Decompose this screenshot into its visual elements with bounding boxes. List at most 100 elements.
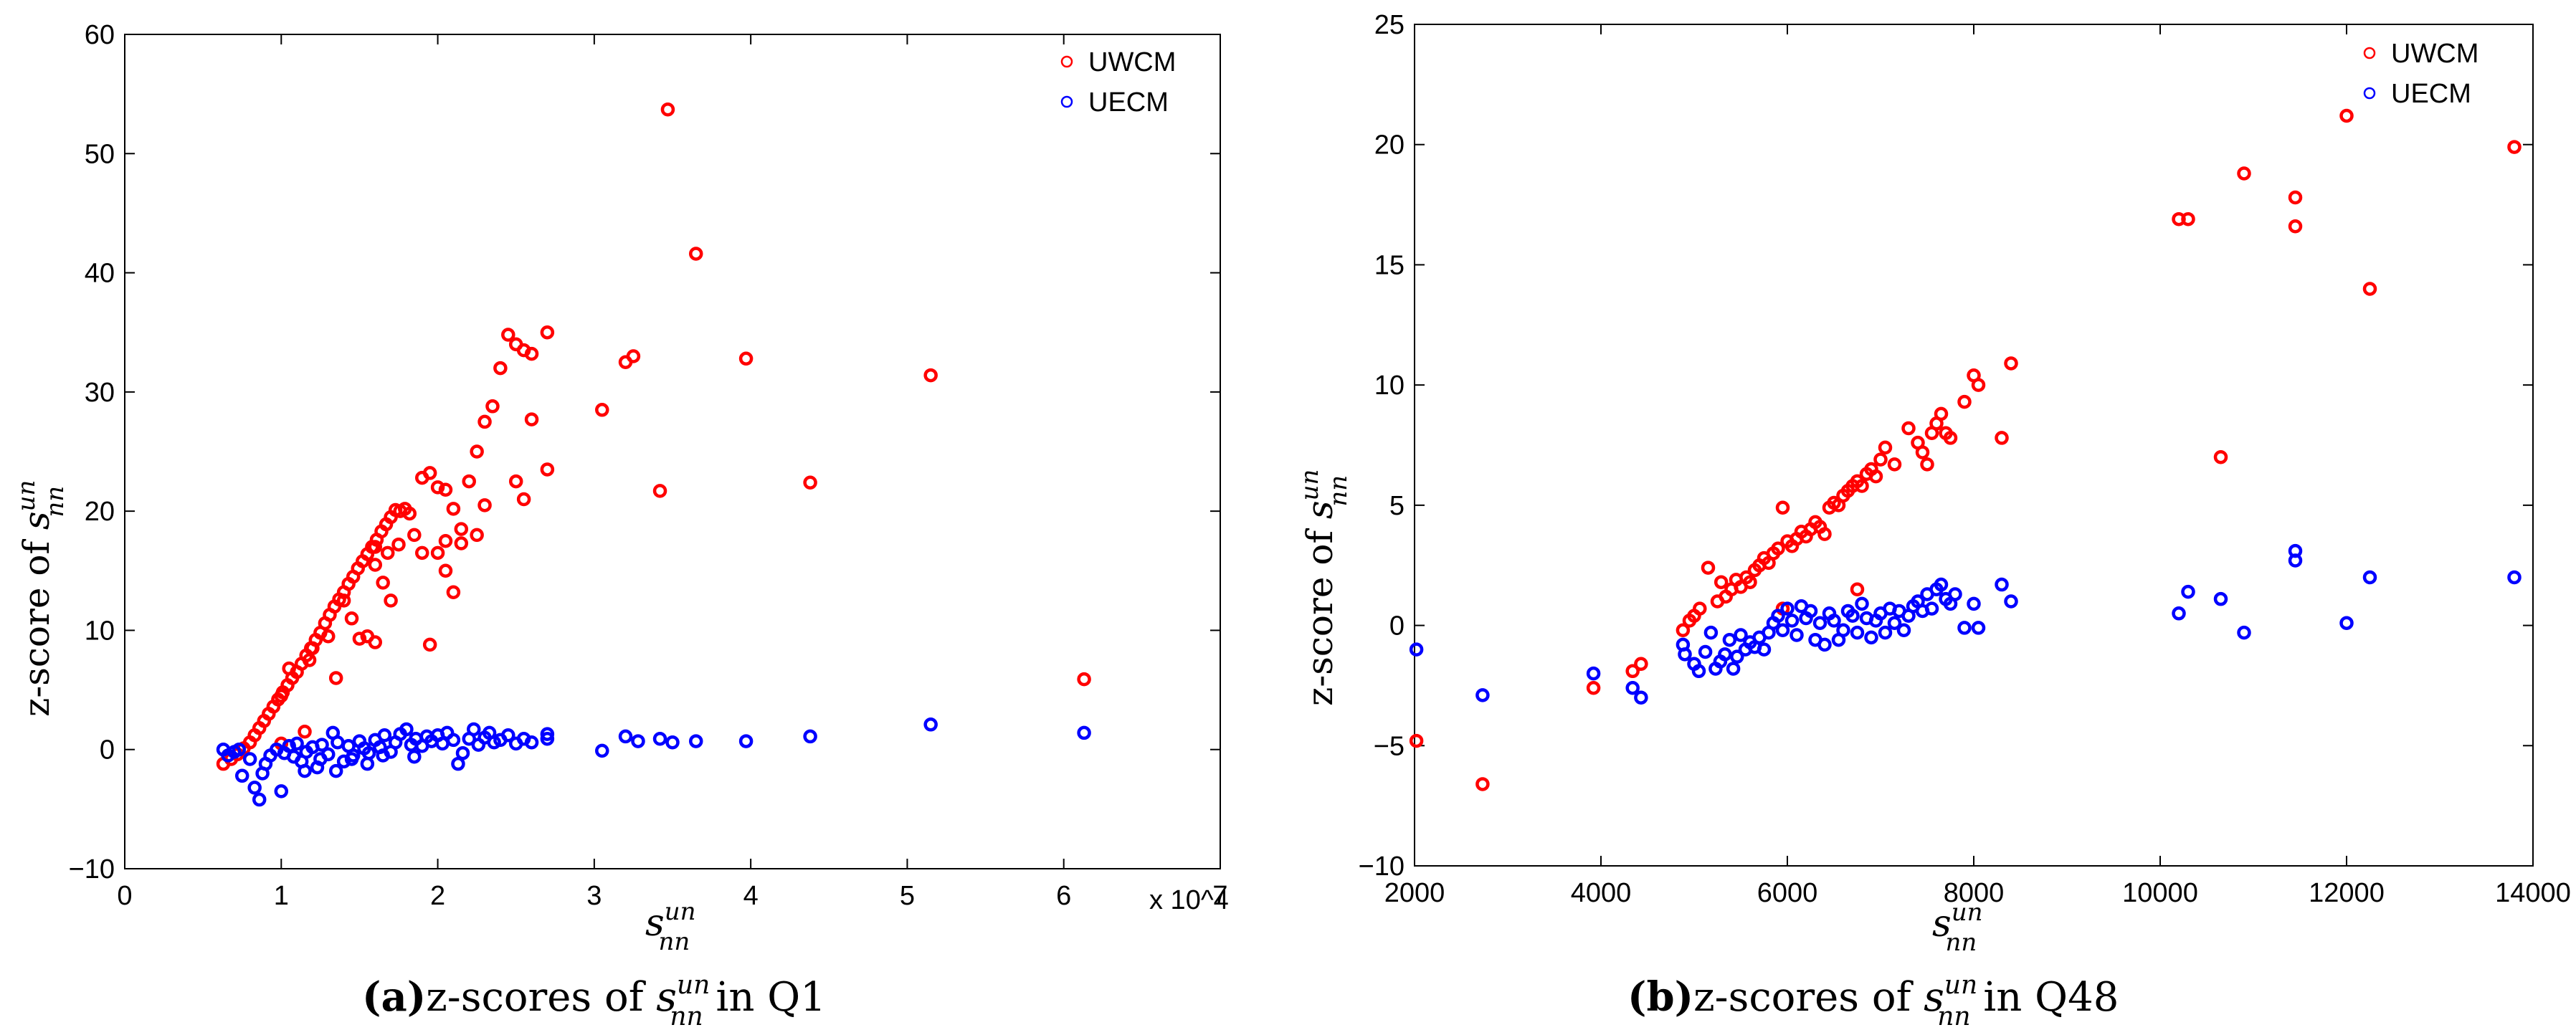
y-tick-label: 60 [85,20,115,50]
data-point-uwcm [1878,440,1893,455]
data-point-uecm [1698,644,1713,659]
data-point-uecm [1726,662,1741,676]
y-tick-label: −5 [1374,731,1405,761]
data-point-uwcm [368,540,383,554]
data-point-uecm [1775,623,1790,638]
data-point-uecm [665,735,680,750]
caption-b-sub: nn [1937,1002,1970,1030]
data-point-uecm [1730,649,1744,664]
data-point-uwcm [430,480,445,495]
data-point-uwcm [1850,582,1865,597]
caption-a-suffix: in Q1 [703,974,826,1021]
y-axis-label: z-score of sunnn [1296,469,1353,706]
data-point-uecm [2213,591,2228,606]
legend-label-uecm: UECM [1088,87,1169,118]
data-point-uecm [467,722,481,737]
data-point-uecm [455,745,470,760]
legend: UWCM UECM [2363,39,2478,109]
data-point-uecm [540,727,555,741]
data-point-uecm [1827,614,1841,628]
data-point-uecm [282,738,296,753]
data-point-uwcm [1873,452,1888,467]
data-point-uecm [1678,647,1692,662]
data-point-uwcm [1743,575,1757,589]
data-point-uecm [1475,688,1490,702]
y-tick-label: −10 [1359,852,1405,882]
data-point-uecm [1957,621,1972,635]
data-point-uecm [315,738,329,752]
x-tick-label: 4 [743,881,759,911]
data-point-uwcm [1971,378,1986,392]
series-uwcm [1409,108,2522,791]
data-point-uwcm [422,637,437,652]
data-point-uecm [1864,630,1878,645]
series-uecm [216,717,1091,807]
x-axis-label-sup: un [665,897,696,926]
data-point-uecm [923,717,938,732]
data-point-uwcm [803,475,817,490]
data-point-uecm [1817,637,1832,652]
data-point-uecm [336,754,351,769]
data-point-uwcm [2181,211,2195,226]
data-point-uwcm [923,368,938,383]
data-point-uwcm [454,536,469,550]
data-point-uwcm [1409,733,1424,748]
data-point-uecm [1757,642,1772,657]
data-point-uwcm [516,492,531,507]
data-point-uecm [524,735,539,750]
y-tick-label: −10 [69,854,115,884]
data-point-uwcm [368,635,383,649]
caption-a: (a)z-scores of sun nn in Q1 [362,971,826,1030]
x-axis-multiplier: x 10^4 [1149,885,1229,915]
x-tick-label: 14000 [2495,878,2571,908]
data-point-uwcm [1868,469,1883,484]
data-point-uecm [247,781,262,795]
data-point-uwcm [1887,457,1902,472]
data-point-uwcm [438,563,453,578]
x-tick-label: 6000 [1757,878,1818,908]
caption-b-var: s [1924,974,1944,1021]
data-point-uwcm [470,444,484,459]
data-point-uecm [446,733,461,748]
data-point-uwcm [524,412,539,426]
data-point-uecm [1722,632,1737,647]
data-point-uecm [1836,623,1850,638]
data-point-uwcm [274,689,289,703]
data-point-uecm [1887,616,1902,630]
data-point-uwcm [2237,166,2251,181]
caption-b-label: (b) [1627,973,1693,1021]
data-point-uwcm [352,631,367,646]
y-tick-label: 10 [85,616,115,646]
data-point-uwcm [446,502,461,516]
data-point-uwcm [652,484,667,498]
y-axis-label-sub: nn [41,486,70,518]
data-point-uwcm [2362,282,2377,296]
data-point-uecm [1771,609,1785,623]
data-point-uecm [1077,725,1091,740]
data-point-uwcm [688,247,703,261]
data-point-uecm [618,729,633,744]
data-point-uecm [1780,601,1795,616]
data-point-uecm [376,748,390,763]
data-point-uecm [688,734,703,748]
data-point-uwcm [524,346,539,361]
data-point-uwcm [1475,777,1490,791]
data-point-uwcm [1943,431,1958,445]
y-tick-label: 40 [85,259,115,289]
caption-a-prefix: z-scores of [426,974,656,1021]
data-point-uecm [652,731,667,746]
data-point-uecm [540,731,555,746]
data-point-uwcm [477,498,492,512]
chart-panel-b: 2000 4000 6000 8000 10000 12000 14000 −10 −5 0 5 1… [1296,10,2571,1030]
legend-marker-uecm [1060,95,1073,108]
x-axis-label-sub: nn [658,928,690,956]
y-tick-label: 0 [100,735,115,766]
data-point-uwcm [738,351,754,366]
y-tick-label: 20 [1374,130,1405,161]
x-tick-label: 4000 [1571,878,1632,908]
y-axis-label-sub: nn [1324,475,1353,507]
data-point-uwcm [1714,575,1729,589]
data-point-uecm [2288,553,2303,568]
data-point-uecm [1625,681,1640,695]
